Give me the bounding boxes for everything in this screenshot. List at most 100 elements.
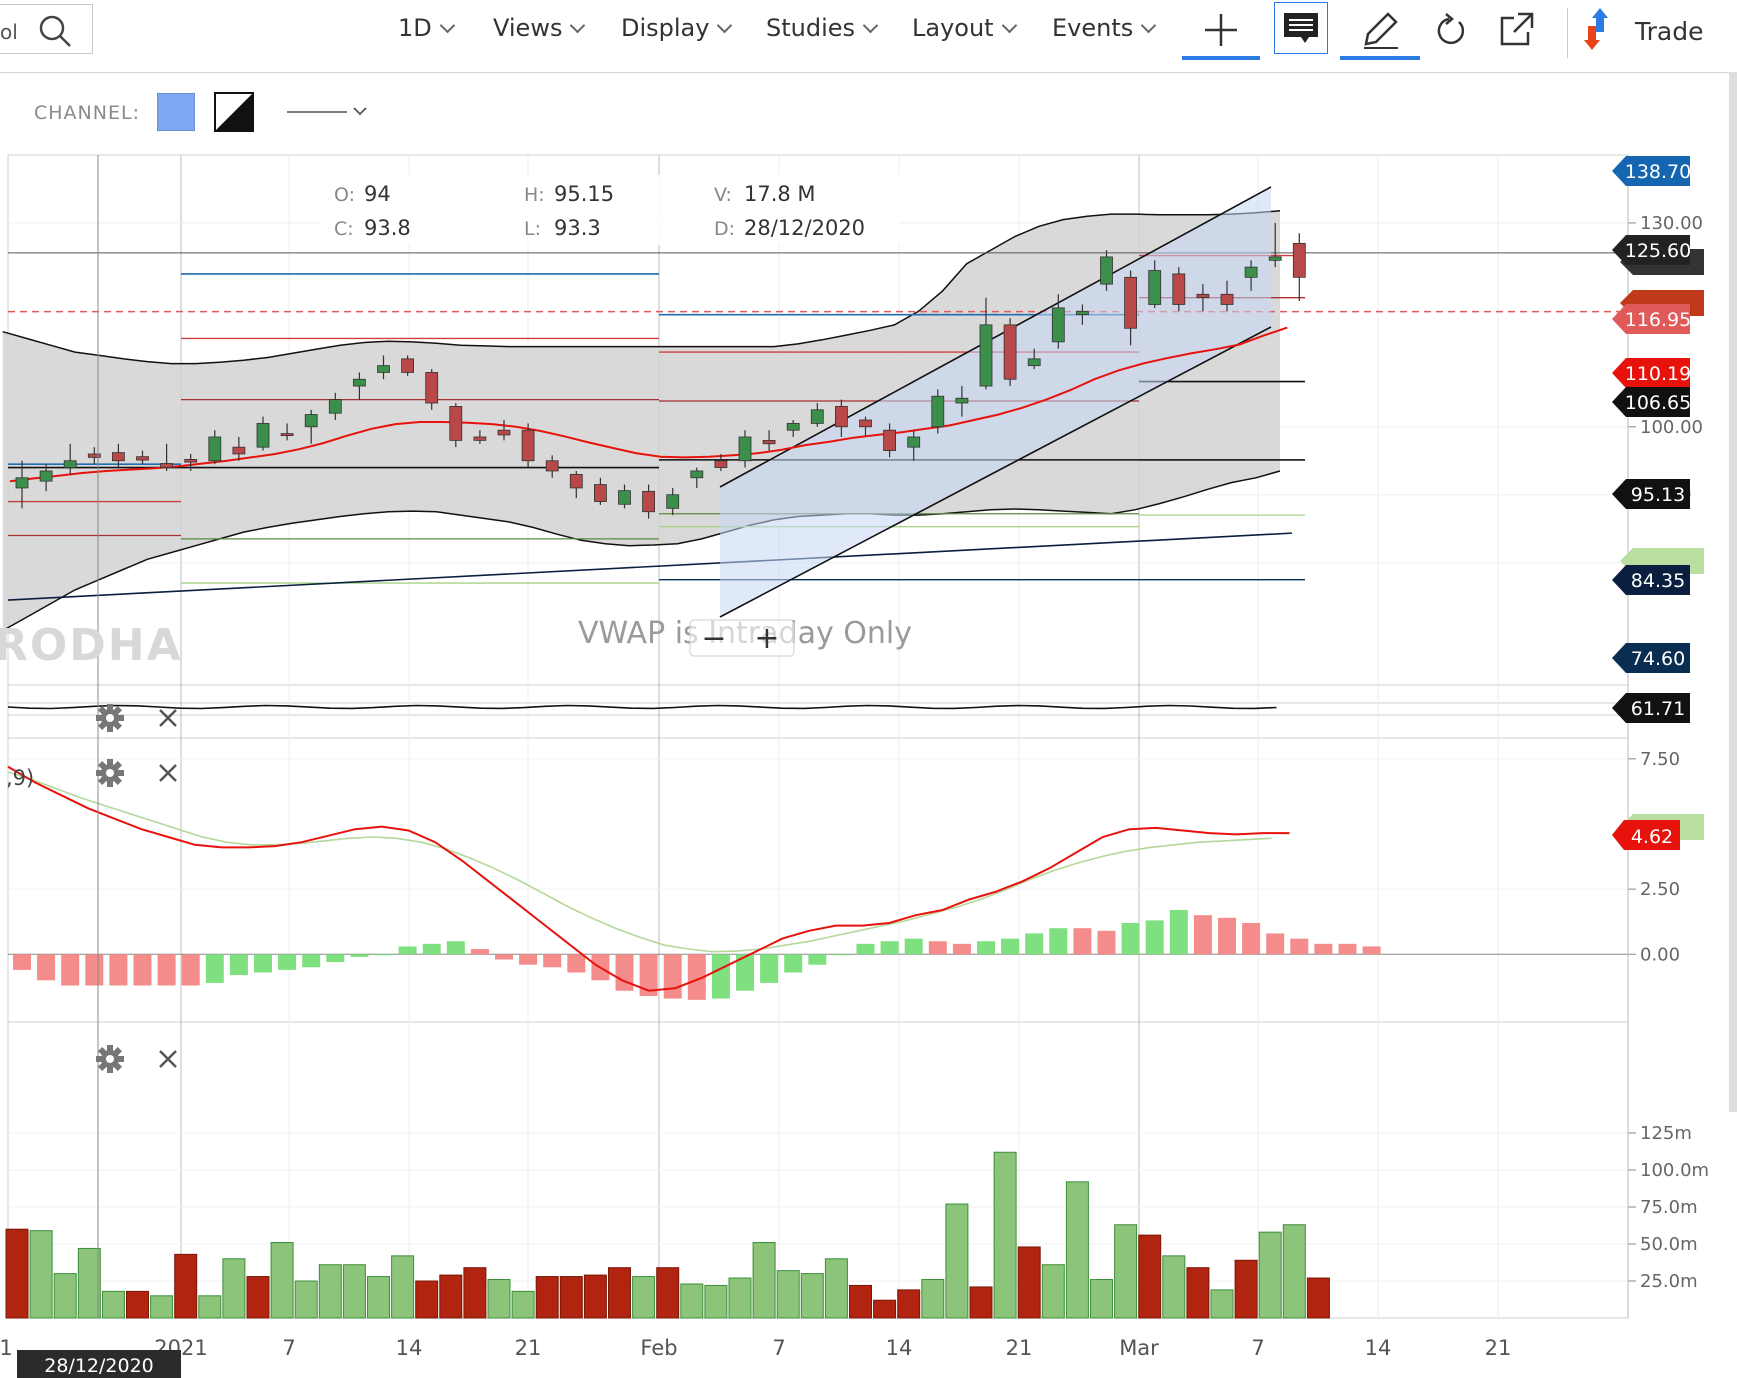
macd-badge-value: 4.62 [1631,826,1673,848]
channel-fill [720,187,1271,617]
candle-body [256,422,270,448]
gear-body [101,1050,119,1068]
views-label: Views [493,14,563,42]
gear-icon[interactable] [96,759,124,787]
price-badge: 116.95 [1612,304,1691,334]
symbol-search-box[interactable]: ol [0,4,93,54]
macd-histogram-bar [422,943,441,955]
chevron-down-icon [1140,17,1157,34]
zoom-out-button[interactable]: − [701,621,726,656]
candle-body [136,456,149,461]
gear-body [101,764,119,782]
refresh-icon[interactable] [1422,6,1478,52]
x-axis-label: 14 [396,1336,423,1360]
events-menu[interactable]: Events [1052,14,1157,42]
volume-bar [391,1255,415,1319]
comment-icon[interactable] [1274,2,1328,54]
candle-body [232,446,246,455]
x-axis-label: 21 [515,1336,542,1360]
gear-icon[interactable] [96,704,124,732]
symbol-input-text[interactable]: ol [0,20,18,44]
candle-body [810,409,824,424]
gear-tooth [117,1056,124,1062]
ohlc-v-value: 17.8 M [744,182,816,206]
volume-bar [270,1242,294,1319]
macd-histogram-bar [808,954,827,965]
ohlc-l-value: 93.3 [554,216,601,240]
gear-icon[interactable] [96,1045,124,1073]
x-axis-label: 14 [1365,1336,1392,1360]
candle-body [160,463,174,468]
display-menu[interactable]: Display [621,14,733,42]
candle-body [497,429,511,436]
candle-body [184,459,198,463]
zoom-in-button[interactable]: + [754,621,779,656]
channel-line-color-swatch[interactable] [214,92,254,132]
volume-tick-label: 125m [1640,1123,1692,1144]
trade-button[interactable]: Trade [1635,17,1704,46]
crosshair-date-label: 28/12/2020 [17,1350,181,1378]
volume-bar [849,1284,872,1319]
close-icon[interactable] [159,1050,177,1068]
x-axis-label: 2021 [154,1336,207,1360]
candle-body [786,422,800,431]
volume-bar [1138,1234,1162,1319]
candle-body [569,473,583,489]
macd-histogram-bar [977,941,995,955]
price-badge-shape [1612,358,1690,388]
channel-upper-line [719,186,1272,488]
ohlc-h-label: H: [524,184,545,206]
crosshair-plus-icon[interactable] [1193,6,1249,52]
macd-histogram-bar [952,943,971,955]
macd-histogram-bar [1145,920,1164,955]
price-badge-shape [1612,479,1690,509]
chevron-down-icon [1001,17,1017,34]
candle-body [762,439,776,445]
close-icon[interactable] [159,709,177,727]
layout-menu[interactable]: Layout [912,14,1017,42]
volume-bar [800,1273,824,1319]
macd-value-badge: 4.62 [1612,820,1680,850]
price-badge: 106.65 [1612,387,1691,417]
volume-bar [342,1264,366,1319]
volume-bar [1065,1181,1089,1319]
candle-body [449,406,463,441]
gear-tooth [112,1046,123,1057]
macd-histogram-bar [1025,933,1044,955]
search-icon[interactable] [38,14,72,48]
x-axis-label: Feb [640,1336,677,1360]
price-badge: 125.60 [1612,235,1691,265]
macd-fast-line [7,771,1272,953]
trade-arrows-icon[interactable] [1578,6,1622,52]
volume-bar [1041,1264,1065,1319]
ohlc-d-label: D: [714,218,735,240]
macd-histogram-bar [1218,917,1236,955]
pencil-draw-icon[interactable] [1352,6,1408,52]
close-icon[interactable] [159,764,177,782]
candle-body [1220,293,1234,305]
volume-bar [728,1277,752,1319]
studies-menu[interactable]: Studies [766,14,879,42]
price-badge-value: 95.13 [1631,484,1685,506]
broker-watermark: RODHA [0,620,183,671]
macd-histogram-bar [85,954,104,986]
close-stroke [159,1050,177,1068]
candle-body [545,460,559,472]
volume-bar [1234,1259,1258,1319]
candle-body [1076,310,1089,316]
price-badge: 84.35 [1612,565,1690,595]
volume-bar [921,1279,945,1319]
gear-tooth [97,705,108,716]
line-style-dropdown[interactable] [285,102,375,122]
volume-bar [415,1280,439,1319]
channel-fill-swatch[interactable] [157,93,195,131]
gear-hole [106,1055,114,1063]
views-menu[interactable]: Views [493,14,586,42]
candle-body [666,494,680,509]
macd-histogram-bar [1362,946,1381,955]
macd-histogram-bar [61,954,80,986]
gear-tooth [117,715,124,721]
interval-dropdown[interactable]: 1D [398,14,456,42]
expand-popout-icon[interactable] [1490,6,1546,52]
